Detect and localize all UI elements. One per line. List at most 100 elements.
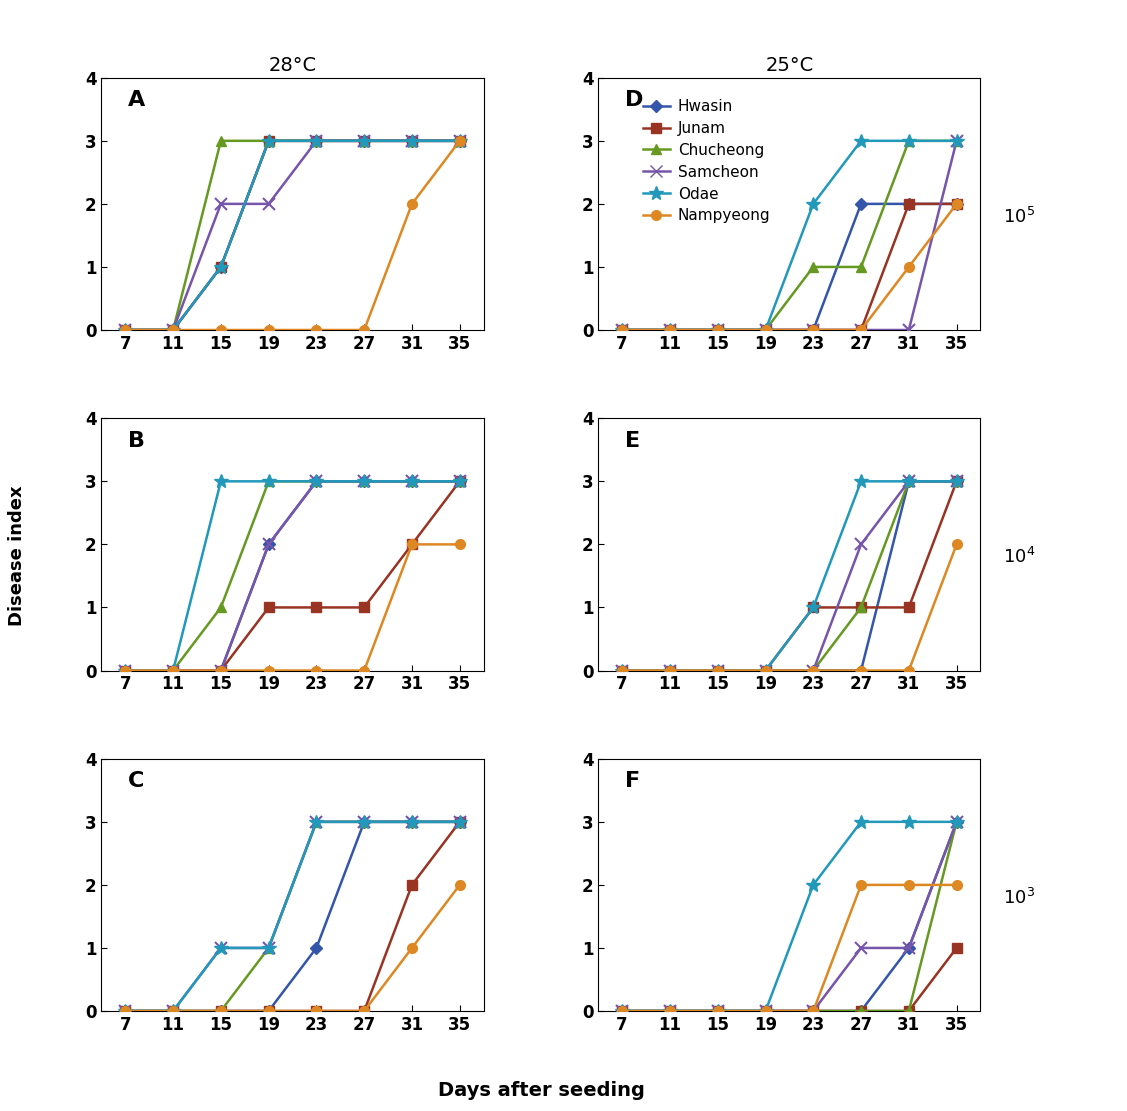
Junam (854, 1004, 868, 1018)
Junam (615, 1004, 629, 1018)
Nampyeong (663, 664, 676, 678)
Chucheong (261, 474, 275, 488)
Line: Odae: Odae (615, 134, 964, 337)
Chucheong (357, 134, 371, 148)
Nampyeong (167, 664, 180, 678)
Junam (453, 474, 467, 488)
Junam (214, 664, 228, 678)
Junam (453, 815, 467, 829)
Chucheong (214, 601, 228, 614)
Nampyeong (453, 538, 467, 551)
Nampyeong (214, 1004, 228, 1018)
Line: Odae: Odae (615, 814, 964, 1018)
Samcheon (214, 941, 228, 954)
Samcheon (711, 664, 725, 678)
Junam (902, 198, 915, 211)
Hwasin (854, 664, 868, 678)
Hwasin (711, 664, 725, 678)
Chucheong (214, 1004, 228, 1018)
Junam (615, 323, 629, 337)
Chucheong (615, 323, 629, 337)
Chucheong (406, 815, 419, 829)
Junam (357, 1004, 371, 1018)
Line: Chucheong: Chucheong (121, 477, 464, 675)
Hwasin (357, 474, 371, 488)
Odae (902, 134, 915, 148)
Line: Hwasin: Hwasin (121, 137, 464, 334)
Chucheong (261, 941, 275, 954)
Odae (214, 941, 228, 954)
Nampyeong (615, 664, 629, 678)
Nampyeong (406, 198, 419, 211)
Nampyeong (615, 1004, 629, 1018)
Junam (167, 1004, 180, 1018)
Junam (854, 601, 868, 614)
Line: Hwasin: Hwasin (121, 477, 464, 674)
Hwasin (950, 198, 964, 211)
Junam (310, 601, 323, 614)
Samcheon (310, 474, 323, 488)
Junam (214, 1004, 228, 1018)
Odae (663, 664, 676, 678)
Nampyeong (310, 323, 323, 337)
Odae (615, 664, 629, 678)
Hwasin (310, 474, 323, 488)
Chucheong (615, 664, 629, 678)
Nampyeong (807, 323, 820, 337)
Line: Odae: Odae (615, 474, 964, 678)
Odae (357, 815, 371, 829)
Hwasin (807, 664, 820, 678)
Samcheon (167, 664, 180, 678)
Junam (807, 601, 820, 614)
Junam (406, 134, 419, 148)
Line: Chucheong: Chucheong (618, 817, 961, 1015)
Text: B: B (128, 431, 145, 451)
Line: Chucheong: Chucheong (121, 817, 464, 1015)
Odae (118, 323, 132, 337)
Hwasin (261, 1004, 275, 1018)
Nampyeong (807, 1004, 820, 1018)
Nampyeong (118, 664, 132, 678)
Hwasin (214, 260, 228, 273)
Nampyeong (453, 134, 467, 148)
Odae (902, 474, 915, 488)
Odae (118, 1004, 132, 1018)
Odae (615, 323, 629, 337)
Junam (950, 941, 964, 954)
Hwasin (758, 323, 772, 337)
Odae (758, 1004, 772, 1018)
Samcheon (615, 1004, 629, 1018)
Chucheong (663, 1004, 676, 1018)
Samcheon (357, 815, 371, 829)
Odae (854, 134, 868, 148)
Chucheong (950, 134, 964, 148)
Hwasin (663, 1004, 676, 1018)
Nampyeong (118, 1004, 132, 1018)
Samcheon (807, 323, 820, 337)
Junam (807, 1004, 820, 1018)
Hwasin (261, 538, 275, 551)
Hwasin (711, 323, 725, 337)
Junam (261, 134, 275, 148)
Junam (950, 198, 964, 211)
Chucheong (453, 474, 467, 488)
Text: Days after seeding: Days after seeding (437, 1081, 645, 1100)
Text: 10$^3$: 10$^3$ (1003, 888, 1036, 908)
Junam (758, 664, 772, 678)
Chucheong (902, 474, 915, 488)
Line: Junam: Junam (618, 199, 961, 334)
Hwasin (807, 323, 820, 337)
Samcheon (310, 815, 323, 829)
Samcheon (453, 134, 467, 148)
Chucheong (807, 260, 820, 273)
Chucheong (758, 1004, 772, 1018)
Odae (406, 815, 419, 829)
Samcheon (663, 664, 676, 678)
Hwasin (261, 134, 275, 148)
Samcheon (950, 134, 964, 148)
Chucheong (310, 474, 323, 488)
Line: Junam: Junam (618, 477, 961, 675)
Hwasin (453, 815, 467, 829)
Line: Odae: Odae (118, 474, 467, 678)
Junam (310, 134, 323, 148)
